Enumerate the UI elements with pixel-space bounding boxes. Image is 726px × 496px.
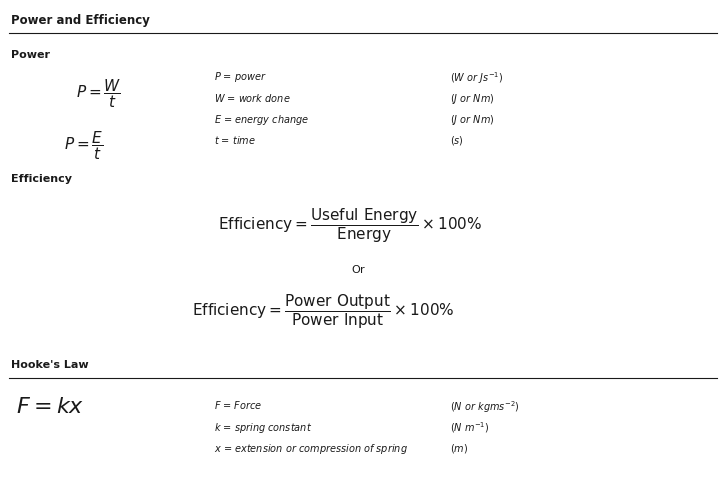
Text: $P$ = power: $P$ = power: [214, 70, 267, 84]
Text: $W$ = work done: $W$ = work done: [214, 92, 291, 104]
Text: Power: Power: [11, 50, 50, 60]
Text: $\mathrm{Or}$: $\mathrm{Or}$: [351, 263, 366, 275]
Text: $\mathrm{Efficiency} = \dfrac{\mathrm{Useful\ Energy}}{\mathrm{Energy}}\times100: $\mathrm{Efficiency} = \dfrac{\mathrm{Us…: [218, 206, 482, 245]
Text: $(N\ or\ kgms^{-2})$: $(N\ or\ kgms^{-2})$: [450, 399, 520, 415]
Text: $\mathrm{Efficiency} = \dfrac{\mathrm{Power\ Output}}{\mathrm{Power\ Input}}\tim: $\mathrm{Efficiency} = \dfrac{\mathrm{Po…: [192, 293, 455, 331]
Text: $P = \dfrac{E}{t}$: $P = \dfrac{E}{t}$: [64, 129, 103, 162]
Text: $F$ = Force: $F$ = Force: [214, 399, 263, 411]
Text: $P = \dfrac{W}{t}$: $P = \dfrac{W}{t}$: [76, 77, 122, 110]
Text: Power and Efficiency: Power and Efficiency: [11, 14, 150, 27]
Text: $(N\ m^{-1})$: $(N\ m^{-1})$: [450, 421, 489, 435]
Text: $(s)$: $(s)$: [450, 134, 464, 147]
Text: $t$ = time: $t$ = time: [214, 134, 256, 146]
Text: $(m)$: $(m)$: [450, 442, 468, 455]
Text: Hooke's Law: Hooke's Law: [11, 360, 89, 370]
Text: $x$ = extension or compression of spring: $x$ = extension or compression of spring: [214, 442, 408, 456]
Text: $k$ = spring constant: $k$ = spring constant: [214, 421, 312, 434]
Text: $(W\ or\ Js^{-1})$: $(W\ or\ Js^{-1})$: [450, 70, 504, 86]
Text: $(J\ or\ Nm)$: $(J\ or\ Nm)$: [450, 113, 495, 127]
Text: Efficiency: Efficiency: [11, 174, 72, 184]
Text: $E$ = energy change: $E$ = energy change: [214, 113, 309, 127]
Text: $(J\ or\ Nm)$: $(J\ or\ Nm)$: [450, 92, 495, 106]
Text: $F = kx$: $F = kx$: [16, 397, 84, 417]
